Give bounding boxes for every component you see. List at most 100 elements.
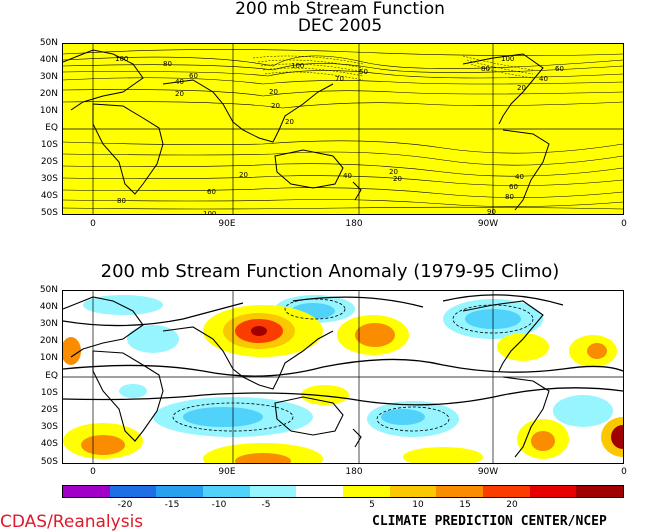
negative-anomaly (127, 325, 179, 353)
colorbar-label: 15 (459, 500, 471, 510)
top-lon-label: 90W (477, 219, 499, 229)
positive-anomaly (587, 343, 607, 359)
top-lat-label: 40N (39, 55, 58, 65)
contour-label: 80 (481, 65, 490, 73)
positive-anomaly (63, 337, 81, 365)
colorbar-label: 5 (369, 500, 375, 510)
contour-label: 60 (189, 72, 198, 80)
top-map-contours (63, 49, 623, 210)
footer-source: CDAS/Reanalysis (0, 512, 144, 532)
bottom-lat-label: 40S (40, 439, 58, 449)
bottom-lon-label: 180 (345, 467, 363, 477)
colorbar-label: 20 (506, 500, 518, 510)
contour-label: 100 (501, 55, 514, 63)
positive-anomaly (403, 447, 483, 463)
contour-label: 60 (509, 183, 518, 191)
contour-label: 100 (203, 210, 216, 214)
positive-anomaly (531, 431, 555, 451)
contour-label: 60 (555, 65, 564, 73)
top-map-svg: 100 80 60 40 20 20 20 20 20 20 40 60 80 … (63, 44, 623, 214)
contour-label: 20 (239, 171, 248, 179)
colorbar-swatch (63, 486, 110, 497)
top-lat-label: 10N (39, 106, 58, 116)
top-lat-label: 20N (39, 89, 58, 99)
bottom-lat-label: 20N (39, 336, 58, 346)
top-map-contour-labels: 100 80 60 40 20 20 20 20 20 20 40 60 80 … (115, 55, 564, 214)
bottom-map-contours (63, 294, 623, 406)
colorbar-swatch (483, 486, 530, 497)
contour-label: 60 (207, 188, 216, 196)
negative-anomaly (119, 384, 147, 398)
colorbar-label: -10 (211, 500, 227, 510)
colorbar-swatch (296, 486, 344, 497)
contour-label: 20 (389, 168, 398, 176)
contour-label: 100 (115, 55, 128, 63)
contour-label: 90 (487, 208, 496, 214)
top-lat-label: 40S (40, 191, 58, 201)
bottom-lat-label: 10N (39, 353, 58, 363)
contour-label: 20 (269, 88, 278, 96)
contour-label: 20 (517, 84, 526, 92)
positive-anomaly (611, 425, 623, 449)
colorbar-label: -5 (261, 500, 271, 510)
contour-label: 70 (335, 75, 344, 83)
colorbar-swatch (389, 486, 437, 497)
top-lat-label: EQ (45, 123, 58, 133)
bottom-map-coastlines (63, 296, 550, 458)
positive-anomaly (251, 326, 267, 336)
bottom-lat-label: 50S (40, 457, 58, 467)
positive-anomaly (235, 453, 291, 463)
top-lat-label: 50N (39, 38, 58, 48)
contour-label: 50 (359, 68, 368, 76)
contour-label: 80 (117, 197, 126, 205)
contour-label: 40 (343, 172, 352, 180)
bottom-lat-label: 10S (40, 388, 58, 398)
bottom-map-dashed-contours (172, 298, 534, 432)
positive-anomaly (355, 323, 395, 347)
top-title-line2: DEC 2005 (297, 16, 383, 36)
bottom-lat-label: 20S (40, 405, 58, 415)
bottom-map-panel (62, 290, 624, 464)
bottom-lat-label: EQ (45, 371, 58, 381)
contour-label: 20 (175, 90, 184, 98)
footer-credit: CLIMATE PREDICTION CENTER/NCEP (372, 514, 607, 529)
colorbar-swatch (249, 486, 297, 497)
top-title-line1: 200 mb Stream Function (235, 0, 445, 19)
top-lon-label: 180 (345, 219, 363, 229)
negative-anomaly (83, 295, 163, 315)
bottom-map-svg (63, 291, 623, 463)
top-map-coastlines (63, 49, 550, 211)
positive-anomaly (497, 333, 549, 361)
bottom-title: 200 mb Stream Function Anomaly (1979-95 … (100, 261, 560, 282)
contour-label: 20 (285, 118, 294, 126)
top-lat-label: 30S (40, 174, 58, 184)
colorbar-swatch (576, 486, 624, 497)
colorbar (62, 485, 624, 498)
negative-anomaly (381, 409, 425, 425)
colorbar-label: 10 (412, 500, 424, 510)
colorbar-swatch (109, 486, 157, 497)
colorbar-swatch (343, 486, 390, 497)
bottom-lon-label: 90E (218, 467, 236, 477)
colorbar-swatch (529, 486, 577, 497)
top-map-jet-dashes (252, 55, 534, 81)
bottom-lat-label: 30S (40, 422, 58, 432)
contour-label: 20 (271, 102, 280, 110)
bottom-lon-label: 0 (621, 467, 627, 477)
top-lat-label: 10S (40, 140, 58, 150)
top-lon-label: 90E (218, 219, 236, 229)
contour-label: 40 (175, 78, 184, 86)
top-map-panel: 100 80 60 40 20 20 20 20 20 20 40 60 80 … (62, 43, 624, 215)
negative-anomaly (553, 395, 613, 427)
bottom-lat-label: 50N (39, 285, 58, 295)
negative-anomaly (183, 407, 263, 427)
colorbar-label: -20 (117, 500, 133, 510)
contour-label: 40 (539, 75, 548, 83)
colorbar-swatch (156, 486, 204, 497)
contour-label: 20 (393, 175, 402, 183)
contour-label: 40 (515, 173, 524, 181)
top-lon-label: 0 (90, 219, 96, 229)
top-lat-label: 20S (40, 157, 58, 167)
top-lat-label: 30N (39, 72, 58, 82)
bottom-lat-label: 40N (39, 302, 58, 312)
